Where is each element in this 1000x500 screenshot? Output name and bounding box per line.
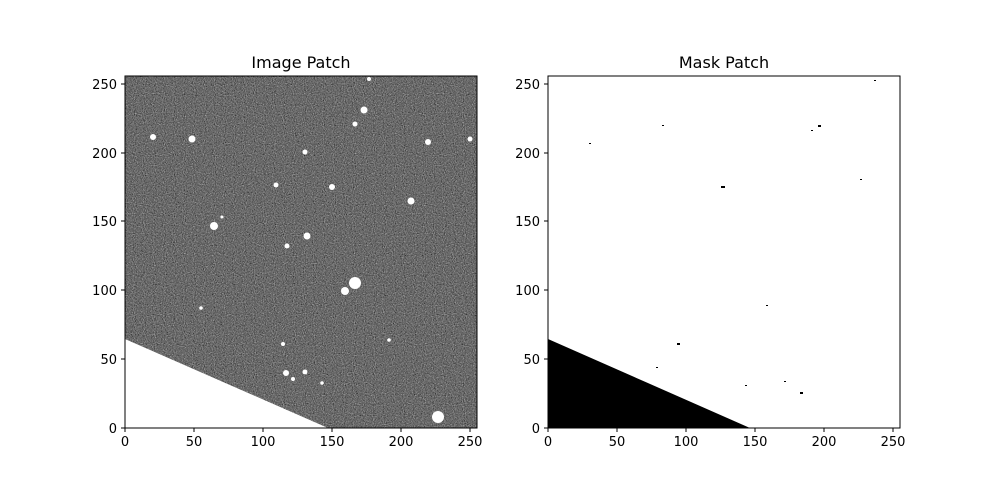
y-tick-label: 0	[109, 422, 117, 437]
y-tick-label: 250	[92, 78, 117, 93]
mask-patch-panel: Mask Patch	[515, 53, 905, 450]
y-tick-label: 100	[92, 284, 117, 299]
image-patch-sources	[150, 77, 473, 423]
y-tick-label: 50	[100, 353, 117, 368]
mask-patch-specks	[589, 80, 876, 394]
x-tick-label: 0	[544, 435, 552, 450]
y-tick-label: 150	[92, 215, 117, 230]
y-tick-label: 250	[515, 78, 540, 93]
x-tick-label: 100	[674, 435, 699, 450]
x-tick-label: 50	[186, 435, 203, 450]
image-patch-raster	[125, 76, 477, 428]
x-tick-label: 150	[320, 435, 345, 450]
y-tick-label: 150	[515, 215, 540, 230]
mask-patch-tick-marks	[544, 83, 894, 432]
y-tick-label: 200	[515, 147, 540, 162]
image-patch-masked-region	[125, 339, 328, 428]
image-patch-title: Image Patch	[251, 53, 350, 72]
mask-patch-y-tick-labels: 0 50 100 150 200 250	[515, 78, 540, 437]
mask-patch-axes	[547, 75, 901, 429]
image-patch-y-tick-labels: 0 50 100 150 200 250	[92, 78, 117, 437]
mask-patch-raster	[548, 76, 900, 428]
x-tick-label: 100	[251, 435, 276, 450]
mask-patch-title: Mask Patch	[679, 53, 769, 72]
mask-patch-x-tick-labels: 0 50 100 150 200 250	[544, 435, 906, 450]
x-tick-label: 150	[743, 435, 768, 450]
y-tick-label: 50	[523, 353, 540, 368]
image-patch-axes	[124, 75, 478, 429]
x-tick-label: 200	[389, 435, 414, 450]
image-patch-tick-marks	[121, 83, 471, 432]
x-tick-label: 200	[812, 435, 837, 450]
x-tick-label: 250	[458, 435, 483, 450]
x-tick-label: 50	[609, 435, 626, 450]
y-tick-label: 200	[92, 147, 117, 162]
mask-patch-masked-region	[548, 339, 750, 428]
image-patch-x-tick-labels: 0 50 100 150 200 250	[121, 435, 483, 450]
x-tick-label: 0	[121, 435, 129, 450]
y-tick-label: 0	[532, 422, 540, 437]
y-tick-label: 100	[515, 284, 540, 299]
x-tick-label: 250	[881, 435, 906, 450]
image-patch-panel: Image Patch	[92, 53, 482, 450]
